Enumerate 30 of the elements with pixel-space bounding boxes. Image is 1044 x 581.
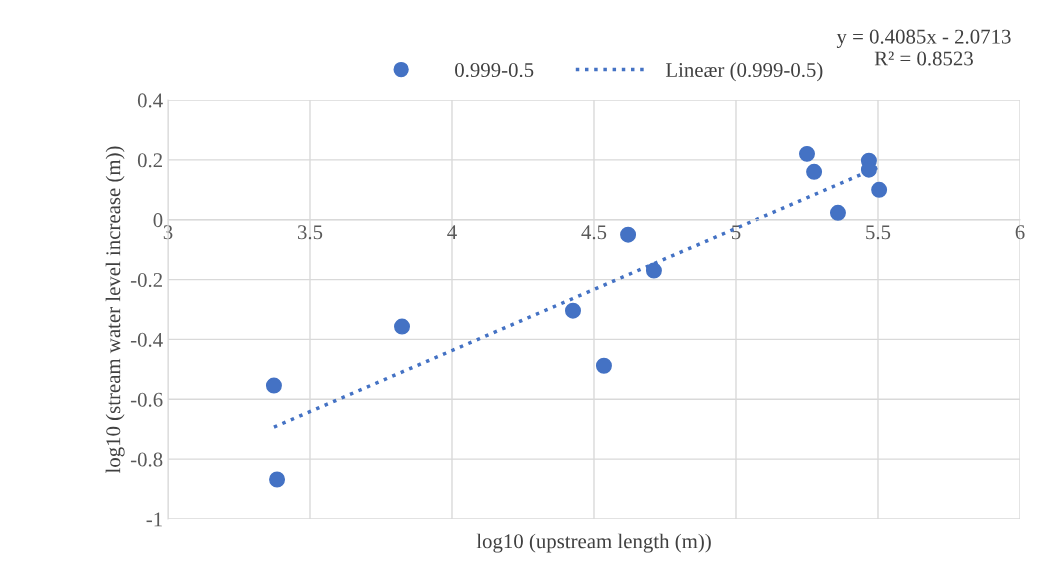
x-tick-label: 5.5 <box>866 225 891 240</box>
point <box>269 471 286 488</box>
y-axis-title: log10 (stream water level increase (m)) <box>105 146 125 474</box>
point <box>806 163 823 180</box>
y-tick-label: -0.8 <box>130 452 163 467</box>
y-tick-label: -1 <box>146 512 162 527</box>
x-axis-title: log10 (upstream length (m)) <box>476 533 711 553</box>
point <box>565 302 581 319</box>
y-tick-label: -0.6 <box>130 392 163 407</box>
y-tick-label: 0.4 <box>137 93 163 108</box>
y-tick-label: -0.2 <box>130 272 162 288</box>
y-tick-label: 0 <box>153 213 163 228</box>
legend-label: Lineær (0.999-0.5) <box>665 62 823 82</box>
legend-label: 0.999-0.5 <box>455 62 534 78</box>
x-tick-label: 4.5 <box>581 225 607 240</box>
point <box>645 262 662 279</box>
point <box>620 226 637 243</box>
point <box>799 145 815 162</box>
point <box>871 181 888 198</box>
x-tick-label: 3.5 <box>297 225 323 240</box>
x-tick-label: 6 <box>1015 225 1025 240</box>
point <box>265 377 282 394</box>
point <box>595 357 612 374</box>
x-tick-label: 4 <box>447 225 457 240</box>
point <box>829 204 846 221</box>
y-tick-label: 0.2 <box>137 153 162 168</box>
x-tick-label: 3 <box>163 225 173 240</box>
point <box>394 318 410 335</box>
text: y = 0.4085x - 2.0713 R² = 0.8523 <box>836 29 1011 66</box>
y-tick-label: -0.4 <box>130 332 163 347</box>
